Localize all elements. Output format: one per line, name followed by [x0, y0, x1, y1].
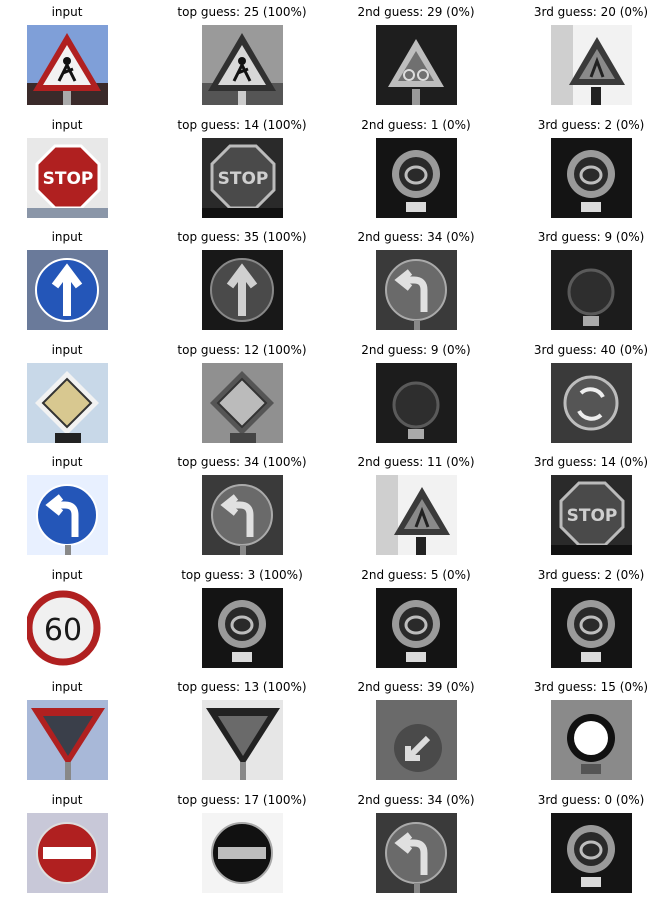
svg-text:STOP: STOP [567, 506, 618, 526]
guess-title: 3rd guess: 0 (0%) [537, 792, 645, 807]
input-title: input [51, 792, 83, 807]
guess-title: top guess: 25 (100%) [177, 5, 307, 19]
guess-title: 2nd guess: 9 (0%) [361, 342, 471, 357]
guess-title: top guess: 14 (100%) [177, 117, 307, 132]
input-sign-image [27, 475, 108, 555]
guess-title: 3rd guess: 14 (0%) [533, 455, 649, 469]
guess-sign-image [376, 700, 457, 780]
guess-sign-image [551, 25, 632, 105]
guess-title: 3rd guess: 20 (0%) [533, 5, 649, 19]
guess-sign-image [376, 475, 457, 555]
guess-sign-image [376, 587, 457, 668]
guess-sign-image [551, 812, 632, 893]
input-sign-image [27, 812, 108, 893]
guess-title: 3rd guess: 2 (0%) [537, 567, 645, 582]
guess-sign-image [376, 362, 457, 443]
guess-title: 3rd guess: 2 (0%) [537, 117, 645, 132]
input-sign-image: 60 [27, 587, 108, 668]
input-sign-image [27, 362, 108, 443]
input-title: input [51, 680, 83, 694]
guess-sign-image [551, 250, 632, 330]
guess-sign-image [551, 700, 632, 780]
guess-sign-image [202, 250, 283, 330]
guess-title: top guess: 17 (100%) [177, 792, 307, 807]
guess-title: top guess: 3 (100%) [181, 567, 303, 582]
input-title: input [51, 455, 83, 469]
guess-title: 2nd guess: 34 (0%) [357, 230, 475, 244]
guess-sign-image [551, 362, 632, 443]
svg-text:STOP: STOP [218, 169, 269, 189]
input-sign-image [27, 700, 108, 780]
guess-title: 2nd guess: 39 (0%) [357, 680, 475, 694]
guess-sign-image: STOP [551, 475, 632, 555]
guess-title: 2nd guess: 11 (0%) [357, 455, 475, 469]
svg-text:STOP: STOP [43, 169, 94, 189]
guess-sign-image [202, 587, 283, 668]
guess-title: top guess: 12 (100%) [177, 342, 307, 357]
guess-title: 2nd guess: 29 (0%) [357, 5, 475, 19]
guess-sign-image [551, 137, 632, 218]
input-title: input [51, 117, 83, 132]
guess-title: top guess: 34 (100%) [177, 455, 307, 469]
guess-sign-image [202, 475, 283, 555]
guess-title: top guess: 35 (100%) [177, 230, 307, 244]
guess-sign-image [376, 250, 457, 330]
guess-title: 2nd guess: 34 (0%) [357, 792, 475, 807]
guess-title: top guess: 13 (100%) [177, 680, 307, 694]
input-title: input [51, 5, 83, 19]
guess-title: 2nd guess: 1 (0%) [361, 117, 471, 132]
guess-title: 3rd guess: 15 (0%) [533, 680, 649, 694]
input-sign-image [27, 25, 108, 105]
guess-sign-image [376, 812, 457, 893]
input-sign-image [27, 250, 108, 330]
guess-sign-image [202, 362, 283, 443]
input-sign-image: STOP [27, 137, 108, 218]
guess-sign-image [376, 25, 457, 105]
guess-title: 3rd guess: 9 (0%) [537, 230, 645, 244]
input-title: input [51, 567, 83, 582]
guess-title: 3rd guess: 40 (0%) [533, 342, 649, 357]
guess-sign-image [202, 812, 283, 893]
input-title: input [51, 342, 83, 357]
guess-sign-image [202, 700, 283, 780]
svg-text:60: 60 [44, 613, 82, 648]
guess-title: 2nd guess: 5 (0%) [361, 567, 471, 582]
input-title: input [51, 230, 83, 244]
guess-sign-image: STOP [202, 137, 283, 218]
guess-sign-image [551, 587, 632, 668]
guess-sign-image [202, 25, 283, 105]
guess-sign-image [376, 137, 457, 218]
